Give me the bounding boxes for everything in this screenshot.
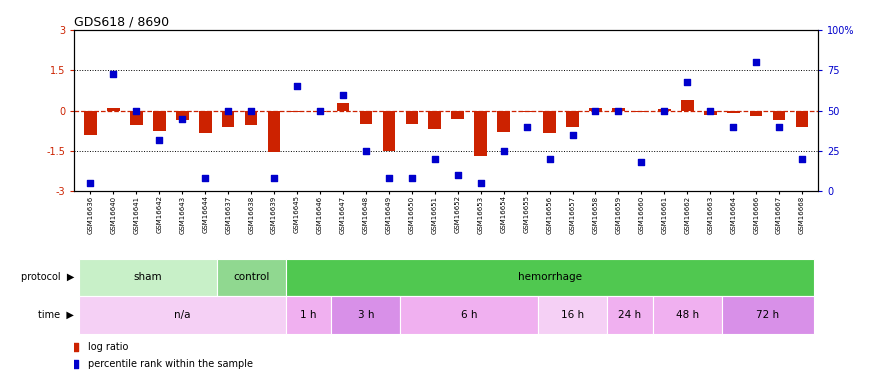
Point bbox=[589, 108, 603, 114]
Bar bbox=[313, 111, 326, 112]
Bar bbox=[681, 100, 694, 111]
Point bbox=[704, 108, 717, 114]
Point bbox=[520, 124, 534, 130]
Text: sham: sham bbox=[134, 273, 162, 282]
Bar bbox=[497, 111, 510, 132]
Point bbox=[565, 132, 579, 138]
Text: 72 h: 72 h bbox=[756, 310, 779, 320]
Point bbox=[221, 108, 235, 114]
Point bbox=[382, 176, 396, 181]
Bar bbox=[360, 111, 372, 124]
Text: 1 h: 1 h bbox=[300, 310, 317, 320]
Text: GDS618 / 8690: GDS618 / 8690 bbox=[74, 16, 170, 29]
Point bbox=[428, 156, 442, 162]
Bar bbox=[521, 111, 533, 112]
Bar bbox=[84, 111, 97, 135]
Bar bbox=[704, 111, 717, 115]
Bar bbox=[268, 111, 280, 152]
Bar bbox=[589, 108, 602, 111]
Point bbox=[313, 108, 327, 114]
Point bbox=[451, 172, 465, 178]
Text: n/a: n/a bbox=[174, 310, 191, 320]
Text: hemorrhage: hemorrhage bbox=[517, 273, 582, 282]
Point bbox=[680, 79, 694, 85]
Point bbox=[657, 108, 671, 114]
Point bbox=[130, 108, 144, 114]
Bar bbox=[727, 111, 739, 113]
Point bbox=[497, 148, 511, 154]
Point bbox=[107, 70, 121, 76]
Point bbox=[175, 116, 189, 122]
Point bbox=[439, 281, 453, 287]
Bar bbox=[153, 111, 165, 131]
Bar bbox=[773, 111, 786, 120]
Bar bbox=[750, 111, 762, 116]
Bar bbox=[222, 111, 234, 127]
Point bbox=[795, 156, 809, 162]
Point bbox=[439, 128, 453, 134]
Text: time  ▶: time ▶ bbox=[38, 310, 74, 320]
Bar bbox=[474, 111, 487, 156]
Bar bbox=[332, 296, 401, 334]
Bar bbox=[79, 259, 217, 296]
Bar bbox=[199, 111, 212, 134]
Bar bbox=[337, 103, 349, 111]
Bar bbox=[176, 111, 189, 120]
Point bbox=[244, 108, 258, 114]
Bar bbox=[285, 296, 332, 334]
Bar bbox=[290, 111, 304, 112]
Point bbox=[634, 159, 648, 165]
Point bbox=[199, 176, 213, 181]
Point bbox=[542, 156, 556, 162]
Bar bbox=[217, 259, 285, 296]
Bar bbox=[566, 111, 579, 127]
Bar bbox=[635, 111, 648, 112]
Bar bbox=[658, 109, 670, 111]
Text: log ratio: log ratio bbox=[88, 342, 128, 352]
Point bbox=[405, 176, 419, 181]
Bar bbox=[79, 296, 285, 334]
Point bbox=[473, 180, 487, 186]
Bar bbox=[405, 111, 418, 124]
Point bbox=[267, 176, 281, 181]
Bar bbox=[795, 111, 808, 127]
Bar bbox=[107, 108, 120, 111]
Point bbox=[152, 136, 166, 142]
Bar bbox=[543, 111, 556, 134]
Text: 48 h: 48 h bbox=[676, 310, 699, 320]
Bar bbox=[285, 259, 814, 296]
Text: control: control bbox=[233, 273, 270, 282]
Point bbox=[336, 92, 350, 98]
Point bbox=[726, 124, 740, 130]
Text: protocol  ▶: protocol ▶ bbox=[21, 273, 74, 282]
Text: 24 h: 24 h bbox=[619, 310, 641, 320]
Bar bbox=[612, 108, 625, 111]
Point bbox=[359, 148, 373, 154]
Bar bbox=[130, 111, 143, 125]
Point bbox=[290, 84, 304, 90]
Bar bbox=[607, 296, 653, 334]
Point bbox=[749, 59, 763, 65]
Text: 3 h: 3 h bbox=[358, 310, 374, 320]
Point bbox=[772, 124, 786, 130]
Point bbox=[612, 108, 626, 114]
Text: 6 h: 6 h bbox=[461, 310, 478, 320]
Bar bbox=[429, 111, 441, 129]
Bar bbox=[401, 296, 538, 334]
Point bbox=[83, 180, 97, 186]
Bar bbox=[653, 296, 722, 334]
Bar bbox=[452, 111, 464, 118]
Bar bbox=[245, 111, 257, 125]
Bar bbox=[382, 111, 396, 151]
Text: 16 h: 16 h bbox=[561, 310, 584, 320]
Bar bbox=[722, 296, 814, 334]
Text: percentile rank within the sample: percentile rank within the sample bbox=[88, 359, 253, 369]
Bar bbox=[538, 296, 607, 334]
